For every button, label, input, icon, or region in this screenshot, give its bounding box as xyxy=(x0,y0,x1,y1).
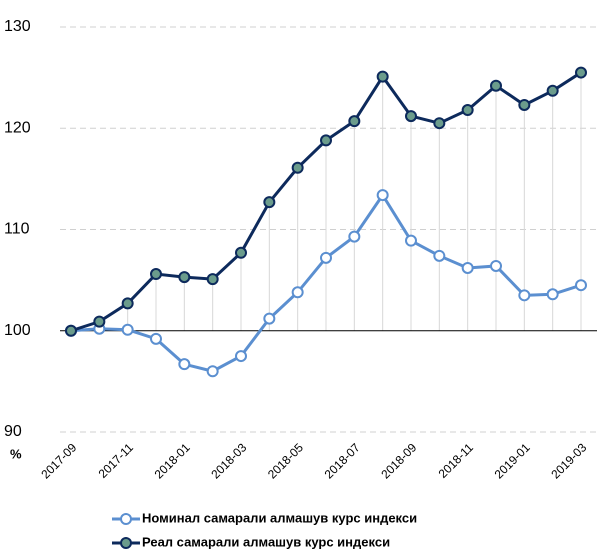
point xyxy=(150,332,162,345)
point xyxy=(376,70,389,83)
point xyxy=(263,196,276,209)
point xyxy=(490,259,502,272)
point xyxy=(320,134,332,147)
point xyxy=(206,365,219,378)
legend-label: Номинал самарали алмашув курс индекси xyxy=(142,510,417,525)
point xyxy=(291,161,304,174)
point xyxy=(433,117,446,130)
point xyxy=(461,261,474,274)
point xyxy=(575,279,587,292)
x-tick-label: 2018-05 xyxy=(265,440,306,481)
point xyxy=(461,104,474,117)
point xyxy=(575,66,587,79)
x-tick-label: 2018-01 xyxy=(152,440,193,481)
x-tick-label: 2018-07 xyxy=(322,440,363,481)
y-tick-label: 120 xyxy=(4,119,31,136)
point xyxy=(178,271,191,284)
point xyxy=(546,288,559,301)
x-tick-label: 2019-01 xyxy=(492,440,533,481)
y-axis-label: % xyxy=(10,446,22,461)
y-tick-label: 130 xyxy=(4,18,31,35)
point xyxy=(93,315,106,328)
point xyxy=(121,297,134,310)
y-tick-label: 90 xyxy=(4,423,22,440)
point xyxy=(405,234,417,247)
point xyxy=(235,350,247,363)
point xyxy=(291,286,304,299)
point xyxy=(235,246,247,259)
x-tick-label: 2018-03 xyxy=(208,440,249,481)
point xyxy=(518,98,531,111)
x-tick-label: 2017-11 xyxy=(96,440,137,481)
point xyxy=(150,268,162,281)
x-tick-label: 2019-03 xyxy=(548,440,589,481)
legend-marker xyxy=(120,537,132,549)
point xyxy=(546,84,559,97)
point xyxy=(376,189,389,202)
point xyxy=(405,110,417,123)
point xyxy=(433,249,446,262)
legend-label: Реал самарали алмашув курс индекси xyxy=(142,534,390,549)
point xyxy=(121,323,134,336)
legend-marker xyxy=(120,513,132,525)
point xyxy=(65,324,77,337)
x-tick-label: 2018-11 xyxy=(436,440,477,481)
point xyxy=(348,115,361,128)
x-tick-label: 2017-09 xyxy=(38,440,79,481)
y-tick-label: 110 xyxy=(4,221,30,238)
point xyxy=(518,289,531,302)
point xyxy=(320,251,332,264)
point xyxy=(348,230,361,243)
point xyxy=(178,358,191,371)
point xyxy=(263,312,276,325)
point xyxy=(490,79,502,92)
x-tick-label: 2018-09 xyxy=(378,440,419,481)
y-tick-label: 100 xyxy=(4,322,31,339)
point xyxy=(206,273,219,286)
